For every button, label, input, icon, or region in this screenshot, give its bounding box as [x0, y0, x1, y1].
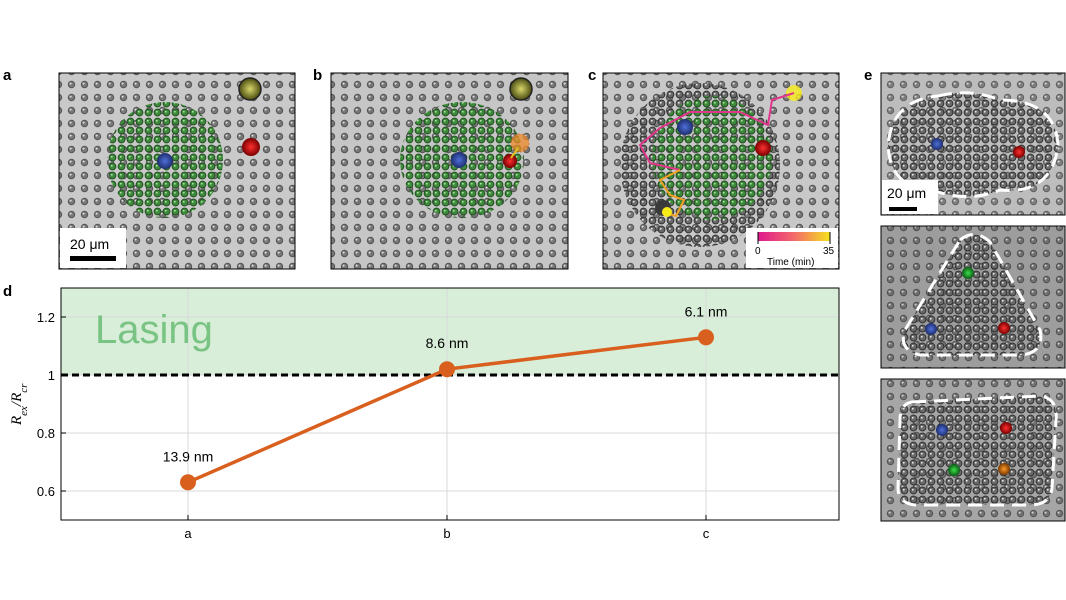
red-laser-bead	[755, 140, 771, 156]
orange-marker	[510, 133, 530, 153]
colorbar-max-label: 35	[823, 246, 835, 257]
blue-laser-bead	[157, 153, 173, 169]
red-laser-bead	[503, 154, 517, 168]
red-laser-bead	[1013, 146, 1025, 158]
micrograph-a: 20 μm	[59, 73, 295, 269]
data-label: 8.6 nm	[426, 335, 469, 351]
red-laser-bead	[242, 138, 260, 156]
micrograph-c: 0 35 Time (min)	[603, 73, 839, 269]
blue-laser-bead	[677, 119, 693, 135]
red-laser-bead	[1000, 422, 1012, 434]
y-tick-label: 0.6	[37, 484, 55, 499]
scale-bar-label: 20 μm	[70, 236, 109, 252]
y-axis-ticks: 0.6 0.8 1 1.2	[37, 310, 66, 499]
scale-bar	[70, 256, 116, 261]
yellow-laser-bead	[509, 77, 533, 101]
y-tick-label: 0.8	[37, 426, 55, 441]
y-tick-label: 1.2	[37, 310, 55, 325]
scale-bar-e	[889, 207, 917, 211]
panel-label-b: b	[313, 67, 322, 84]
orange-laser-bead	[998, 463, 1010, 475]
trajectory-orange	[658, 169, 686, 218]
x-axis-ticks: a b c	[184, 515, 710, 541]
green-laser-bead	[962, 267, 974, 279]
panel-label-c: c	[588, 67, 596, 84]
data-point	[439, 361, 455, 378]
blue-laser-bead	[936, 424, 948, 436]
series: 13.9 nm 8.6 nm 6.1 nm	[163, 303, 728, 491]
panel-label-a: a	[3, 67, 12, 84]
x-tick-label: b	[443, 526, 450, 541]
x-tick-label: c	[703, 526, 710, 541]
lasing-threshold-chart: Lasing 0.6 0.8 1 1.2 a b c 13.9 nm 8.6 nm 6.1 n…	[9, 287, 840, 541]
micrograph-b	[331, 73, 568, 269]
micrograph-e1: 20 μm	[880, 72, 1066, 216]
panel-label-e: e	[864, 67, 872, 84]
panel-label-d: d	[3, 283, 12, 300]
colorbar	[758, 232, 830, 241]
x-tick-label: a	[184, 526, 192, 541]
y-tick-label: 1	[48, 368, 55, 383]
trajectory-end-marker	[662, 207, 672, 217]
y-axis-label: Rex/Rcr	[9, 383, 30, 426]
yellow-laser-bead	[238, 77, 262, 101]
data-label: 6.1 nm	[685, 303, 728, 319]
grid	[61, 288, 839, 520]
micrograph-e3	[880, 378, 1066, 522]
scale-bar-label-e: 20 μm	[887, 185, 926, 201]
blue-laser-bead	[931, 138, 943, 150]
micrograph-e2	[880, 225, 1066, 369]
blue-laser-bead	[925, 323, 937, 335]
lasing-region-label: Lasing	[95, 308, 213, 352]
plot-frame	[60, 287, 840, 521]
trajectory-magenta	[638, 92, 795, 171]
colorbar-min-label: 0	[755, 246, 761, 257]
red-laser-bead	[998, 322, 1010, 334]
data-label: 13.9 nm	[163, 448, 214, 464]
blue-laser-bead	[451, 152, 467, 168]
green-laser-bead	[948, 464, 960, 476]
data-point	[698, 329, 714, 346]
scale-bar-box	[60, 228, 126, 268]
colorbar-title: Time (min)	[767, 257, 814, 268]
data-point	[180, 474, 196, 491]
